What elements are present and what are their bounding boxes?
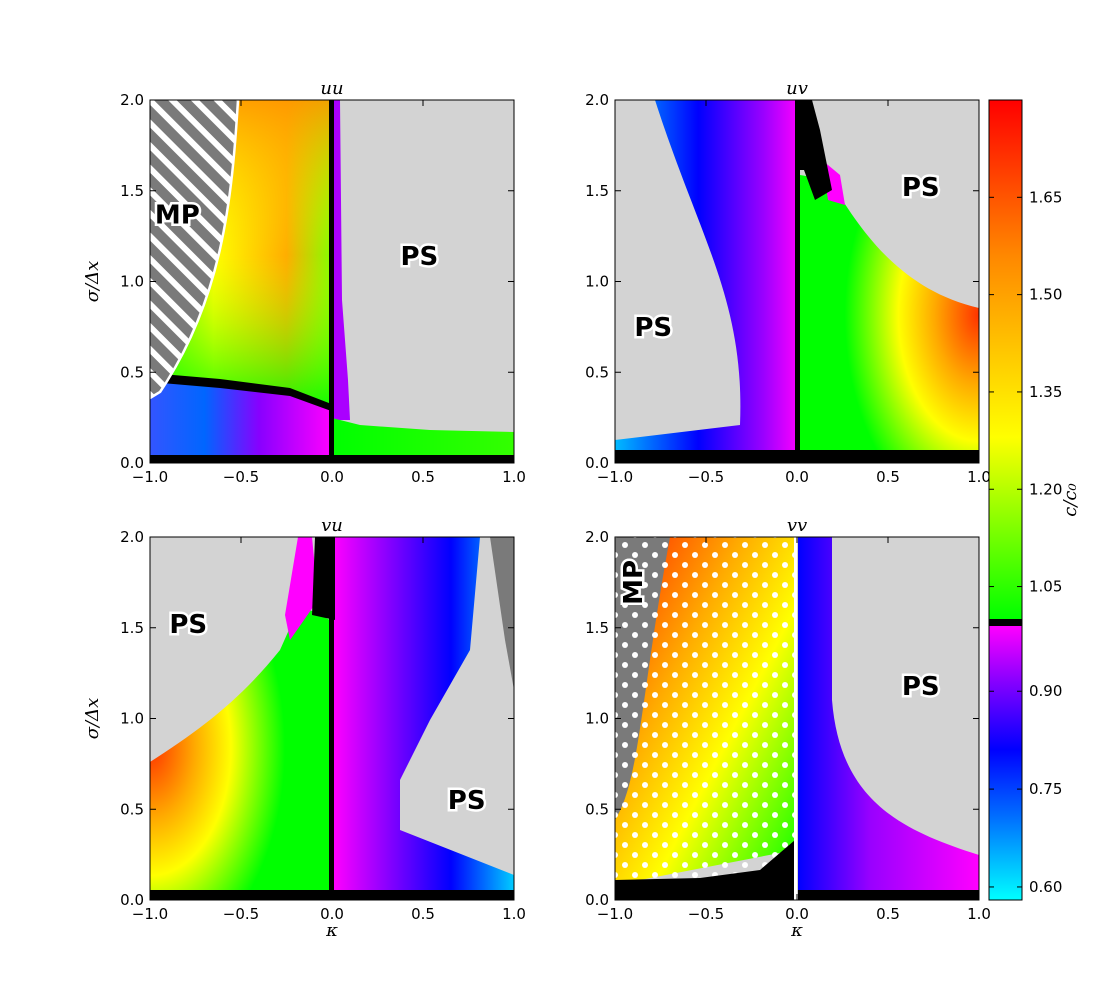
vu-xlabel: κ (325, 920, 338, 941)
uu-title: uu (320, 78, 343, 99)
uu-mp-region (150, 100, 238, 398)
colorbar-upper (989, 100, 1022, 619)
vv-right-band (798, 537, 979, 890)
uv-xtick-label: 0.5 (876, 468, 900, 486)
vv-ytick-label: 1.5 (585, 619, 609, 637)
colorbar-tick-label: 1.35 (1029, 383, 1062, 401)
panel-vv (615, 537, 979, 900)
vv-xtick-label: −1.0 (597, 905, 633, 923)
vu-kappa-zero-line (329, 537, 334, 900)
vu-xtick-label: −0.5 (223, 905, 259, 923)
uv-xtick-label: −1.0 (597, 468, 633, 486)
vv-title: vv (787, 515, 807, 536)
uv-region-label-ps: PS (634, 313, 672, 343)
vu-warm-region (150, 605, 330, 890)
uu-right-low-field (332, 418, 514, 455)
vv-xtick-label: 0.0 (785, 905, 809, 923)
vu-ytick-label: 1.0 (120, 710, 144, 728)
vu-xtick-label: 1.0 (502, 905, 526, 923)
uu-ytick-label: 0.5 (120, 363, 144, 381)
vu-xtick-label: −1.0 (132, 905, 168, 923)
vv-ytick-label: 0.0 (585, 891, 609, 909)
vu-region-label-ps: PS (169, 610, 207, 640)
uu-ytick-label: 2.0 (120, 91, 144, 109)
colorbar-tick-label: 1.20 (1029, 480, 1062, 498)
uv-blue-band (615, 100, 800, 455)
panel-uv (615, 100, 979, 463)
uu-ytick-label: 1.0 (120, 273, 144, 291)
uu-xtick-label: 0.0 (320, 468, 344, 486)
uu-ytick-label: 0.0 (120, 454, 144, 472)
vv-xtick-label: −0.5 (688, 905, 724, 923)
uu-mp-boundary (150, 100, 240, 400)
colorbar-tick-label: 0.75 (1029, 780, 1062, 798)
uv-warm-region (800, 175, 979, 455)
vv-white-line (794, 537, 797, 900)
uv-ytick-label: 2.0 (585, 91, 609, 109)
vu-ytick-label: 2.0 (120, 528, 144, 546)
vv-dot-pattern (615, 537, 795, 900)
vv-xlabel: κ (790, 920, 803, 941)
uu-low-sigma-field (150, 378, 332, 455)
uv-kappa-zero-line (795, 100, 800, 463)
axes-layer: −1.0 −0.5 0.0 0.5 1.0 0.0 0.5 1.0 1.5 2.0 uu σ/Δx −1… (82, 78, 991, 941)
colorbar-frame (988, 99, 1023, 901)
uu-region-label-mp: MP (155, 200, 200, 230)
vv-region-label-mp: MP (619, 560, 649, 605)
vu-ylabel: σ/Δx (82, 698, 103, 740)
colorbar-tick-label: 1.65 (1029, 188, 1062, 206)
colorbar: 0.60 0.75 0.90 1.05 1.20 1.35 1.50 1.65 c/c₀ (988, 99, 1081, 901)
vu-ytick-label: 0.0 (120, 891, 144, 909)
colorbar-lower (989, 626, 1022, 900)
uv-ytick-label: 0.0 (585, 454, 609, 472)
colorbar-tick-label: 0.90 (1029, 682, 1062, 700)
vv-black-low-region (615, 840, 795, 900)
vu-magenta-edge (285, 537, 318, 640)
vu-xtick-label: 0.0 (320, 905, 344, 923)
colorbar-tick-label: 1.05 (1029, 578, 1062, 596)
uu-instability-boundary (150, 373, 334, 412)
uu-region-label-ps: PS (400, 242, 438, 272)
uv-xtick-label: −0.5 (688, 468, 724, 486)
vv-xtick-label: 0.5 (876, 905, 900, 923)
uu-xtick-label: 1.0 (502, 468, 526, 486)
uu-xtick-label: −0.5 (223, 468, 259, 486)
vu-ytick-label: 1.5 (120, 619, 144, 637)
uu-ylabel: σ/Δx (82, 261, 103, 303)
vv-region-label-ps: PS (902, 672, 940, 702)
uv-ytick-label: 1.5 (585, 182, 609, 200)
colorbar-tick-label: 1.50 (1029, 286, 1062, 304)
colorbar-split-line (989, 619, 1022, 626)
uv-region-label-ps: PS (902, 173, 940, 203)
vv-ytick-label: 1.0 (585, 710, 609, 728)
panel-vu (150, 537, 514, 900)
vu-title: vu (321, 515, 343, 536)
colorbar-tick-label: 0.60 (1029, 878, 1062, 896)
vv-xtick-label: 1.0 (967, 905, 991, 923)
vu-region-label-ps: PS (448, 786, 486, 816)
vu-xtick-label: 0.5 (411, 905, 435, 923)
colorbar-label: c/c₀ (1060, 483, 1081, 516)
vv-ytick-label: 2.0 (585, 528, 609, 546)
uu-ytick-label: 1.5 (120, 182, 144, 200)
uu-kappa-zero-line (329, 100, 334, 463)
uv-ytick-label: 0.5 (585, 363, 609, 381)
vu-blue-band (334, 537, 514, 890)
colorbar-ticks: 0.60 0.75 0.90 1.05 1.20 1.35 1.50 1.65 (989, 188, 1062, 896)
vv-ytick-label: 0.5 (585, 800, 609, 818)
uu-right-violet-strip (332, 100, 350, 420)
uu-xtick-label: 0.5 (411, 468, 435, 486)
vu-ytick-label: 0.5 (120, 800, 144, 818)
uv-xtick-label: 1.0 (967, 468, 991, 486)
uv-xtick-label: 0.0 (785, 468, 809, 486)
uv-instability-boundary (796, 100, 832, 200)
uv-title: uv (786, 78, 808, 99)
uv-ytick-label: 1.0 (585, 273, 609, 291)
region-layer: MP PS PS PS PS PS MP PS (152, 171, 942, 819)
panel-uu (150, 100, 514, 463)
vu-right-gray-strip (490, 537, 514, 690)
uu-xtick-label: −1.0 (132, 468, 168, 486)
